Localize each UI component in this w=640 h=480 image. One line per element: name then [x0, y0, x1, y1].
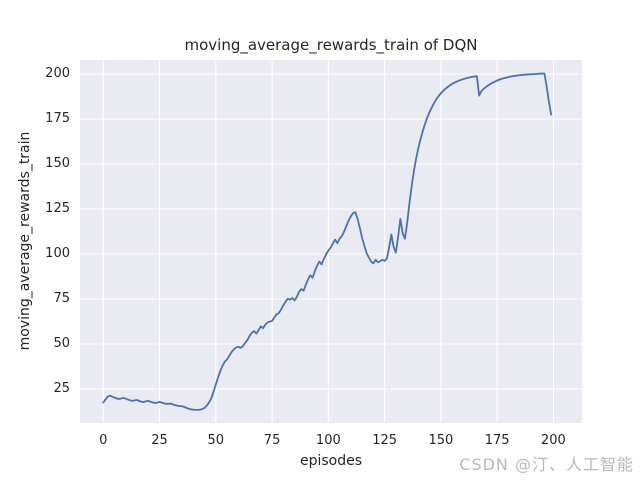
y-tick-label: 50	[53, 335, 70, 351]
line-chart-svg	[80, 60, 582, 423]
y-tick-label: 125	[45, 201, 70, 216]
y-tick-label: 100	[45, 246, 70, 261]
x-tick-label: 125	[372, 433, 398, 448]
y-tick-label: 75	[53, 291, 70, 306]
x-tick-label: 175	[484, 433, 510, 448]
x-tick-label: 0	[99, 433, 108, 448]
plot-area	[80, 60, 582, 423]
chart-title: moving_average_rewards_train of DQN	[184, 36, 478, 54]
x-tick-label: 150	[428, 433, 454, 448]
y-tick-label: 150	[45, 156, 70, 172]
y-tick-label: 25	[53, 380, 70, 396]
x-tick-label: 100	[315, 433, 341, 448]
x-tick-label: 25	[151, 433, 168, 448]
x-axis-label: episodes	[299, 453, 363, 469]
reward-line	[102, 72, 553, 411]
y-tick-label: 175	[45, 111, 70, 127]
x-tick-label: 75	[263, 433, 281, 448]
x-tick-label: 200	[540, 433, 566, 448]
x-tick-label: 50	[207, 433, 225, 448]
watermark: CSDN @汀、人工智能	[459, 455, 634, 474]
y-tick-label: 200	[45, 66, 70, 82]
